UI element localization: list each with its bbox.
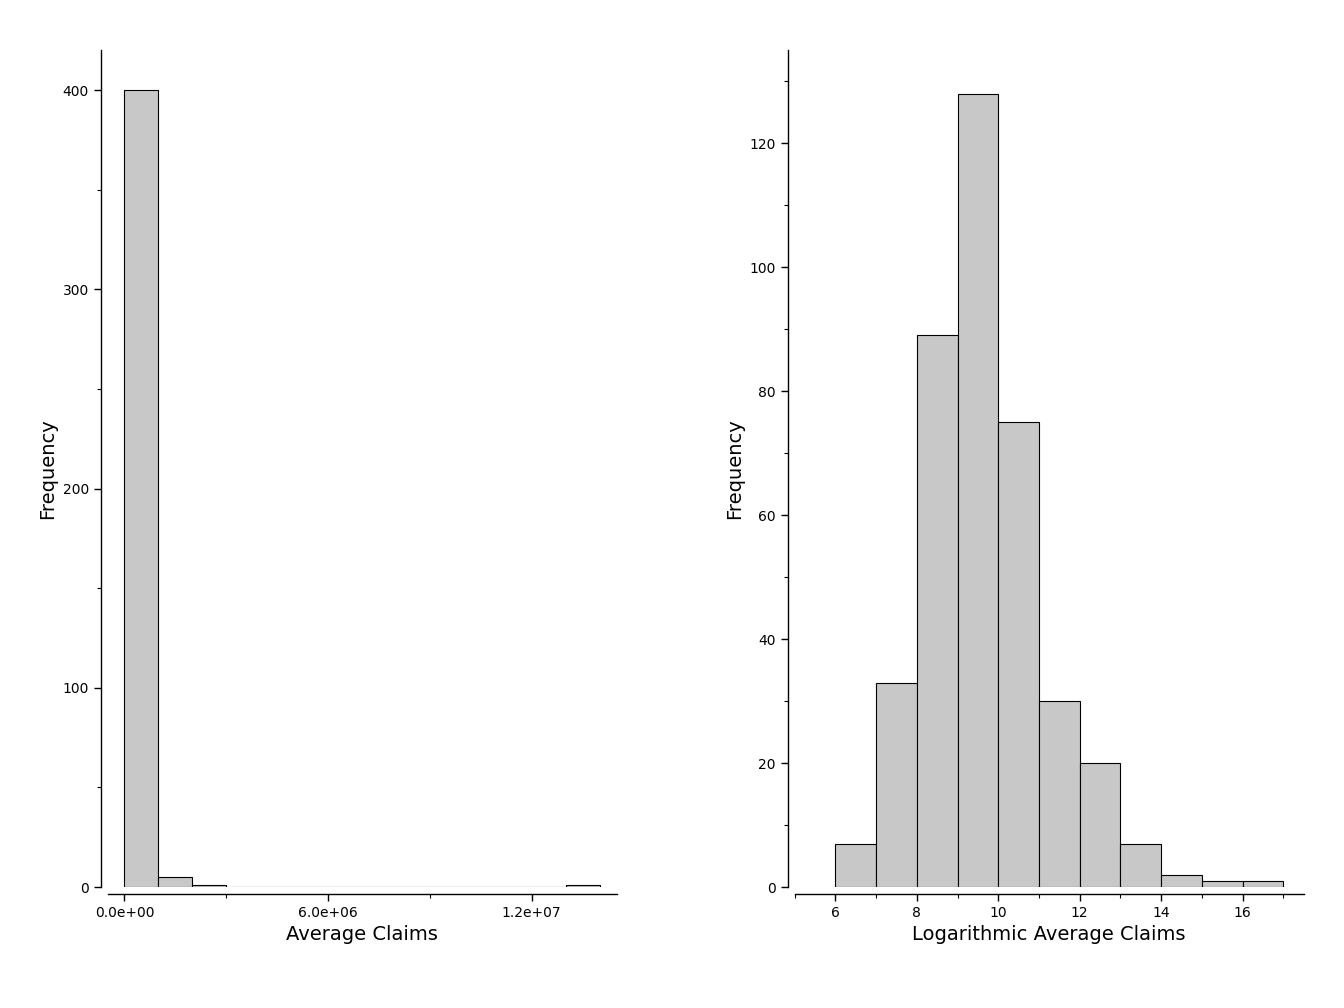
Bar [917, 336, 957, 887]
Bar [836, 844, 876, 887]
Bar [1039, 702, 1079, 887]
Bar [1161, 875, 1202, 887]
Bar [1079, 763, 1121, 887]
X-axis label: Average Claims: Average Claims [286, 925, 438, 944]
Bar [192, 885, 226, 887]
X-axis label: Logarithmic Average Claims: Logarithmic Average Claims [913, 925, 1185, 944]
Bar [125, 91, 159, 887]
Bar [957, 94, 999, 887]
Y-axis label: Frequency: Frequency [38, 418, 56, 519]
Bar [999, 422, 1039, 887]
Bar [566, 885, 599, 887]
Bar [1202, 881, 1243, 887]
Bar [1243, 881, 1284, 887]
Y-axis label: Frequency: Frequency [724, 418, 745, 519]
Bar [1121, 844, 1161, 887]
Bar [876, 682, 917, 887]
Bar [159, 877, 192, 887]
